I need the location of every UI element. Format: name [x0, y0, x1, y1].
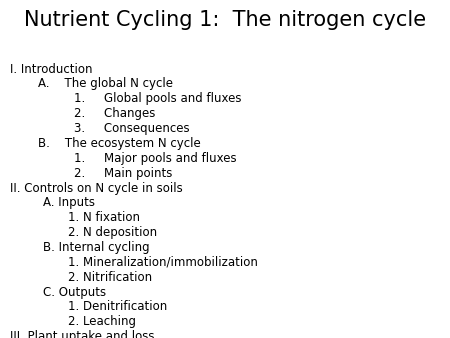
Text: 1. N fixation: 1. N fixation: [68, 211, 140, 224]
Text: B.    The ecosystem N cycle: B. The ecosystem N cycle: [38, 137, 201, 150]
Text: 2.     Changes: 2. Changes: [74, 107, 156, 120]
Text: 2. Nitrification: 2. Nitrification: [68, 271, 152, 284]
Text: C. Outputs: C. Outputs: [43, 286, 106, 298]
Text: 2. Leaching: 2. Leaching: [68, 315, 135, 328]
Text: 1.     Global pools and fluxes: 1. Global pools and fluxes: [74, 92, 242, 105]
Text: I. Introduction: I. Introduction: [10, 63, 92, 75]
Text: 1.     Major pools and fluxes: 1. Major pools and fluxes: [74, 152, 237, 165]
Text: Nutrient Cycling 1:  The nitrogen cycle: Nutrient Cycling 1: The nitrogen cycle: [24, 10, 426, 30]
Text: 3.     Consequences: 3. Consequences: [74, 122, 190, 135]
Text: 1. Denitrification: 1. Denitrification: [68, 300, 167, 313]
Text: 2.     Main points: 2. Main points: [74, 167, 173, 179]
Text: A. Inputs: A. Inputs: [43, 196, 95, 209]
Text: II. Controls on N cycle in soils: II. Controls on N cycle in soils: [10, 182, 183, 194]
Text: 2. N deposition: 2. N deposition: [68, 226, 157, 239]
Text: B. Internal cycling: B. Internal cycling: [43, 241, 149, 254]
Text: 1. Mineralization/immobilization: 1. Mineralization/immobilization: [68, 256, 257, 269]
Text: A.    The global N cycle: A. The global N cycle: [38, 77, 173, 90]
Text: III. Plant uptake and loss: III. Plant uptake and loss: [10, 330, 154, 338]
